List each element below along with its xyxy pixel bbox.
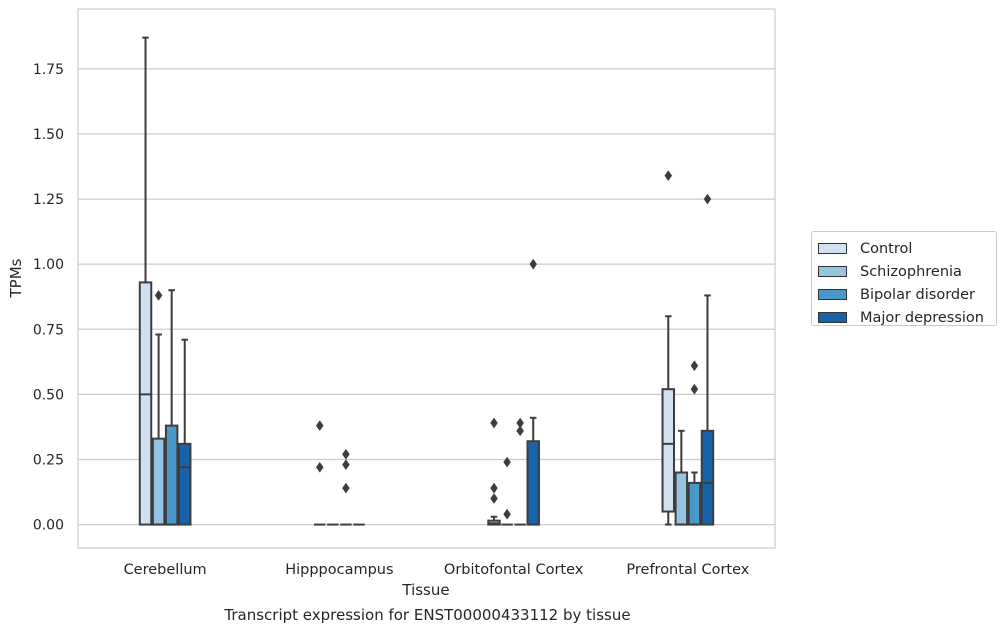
box-group xyxy=(674,429,689,526)
outlier-point xyxy=(690,360,699,372)
legend-item-bipolar: Bipolar disorder xyxy=(818,283,996,306)
outlier-point xyxy=(664,170,673,182)
box-group xyxy=(177,338,192,526)
legend-label: Major depression xyxy=(860,309,984,326)
x-tick-label: Orbitofontal Cortex xyxy=(444,562,584,578)
outlier-point xyxy=(315,461,324,473)
boxes xyxy=(138,36,715,526)
box-group xyxy=(164,289,179,526)
y-tick-label: 1.50 xyxy=(33,127,64,143)
outlier-point xyxy=(690,383,699,395)
box-group xyxy=(340,448,352,526)
x-tick-label: Cerebellum xyxy=(124,562,207,578)
x-tick-labels: Cerebellum Hipppocampus Orbitofontal Corte… xyxy=(124,562,750,578)
x-tick-label: Hipppocampus xyxy=(285,562,393,578)
legend-item-major-depression: Major depression xyxy=(818,306,996,329)
box-group xyxy=(138,36,153,526)
outlier-point xyxy=(516,425,524,437)
box xyxy=(674,471,689,526)
y-tick-label: 0.50 xyxy=(33,387,64,403)
x-axis-label: Tissue xyxy=(401,581,449,599)
box xyxy=(661,388,676,513)
box-group xyxy=(700,193,715,526)
legend-swatch-bipolar xyxy=(818,289,847,300)
y-tick-label: 0.75 xyxy=(33,322,64,338)
y-axis-label: TPMs xyxy=(7,258,25,298)
box-group xyxy=(687,360,702,526)
chart-caption: Transcript expression for ENST0000043311… xyxy=(224,606,631,624)
box-group xyxy=(487,417,501,526)
grid-lines xyxy=(78,68,775,526)
y-tick-label: 0.25 xyxy=(33,452,64,468)
outlier-point xyxy=(503,508,511,520)
box xyxy=(164,424,179,526)
legend-label: Bipolar disorder xyxy=(860,286,975,303)
plot-frame xyxy=(77,8,776,549)
legend-item-control: Control xyxy=(818,237,996,260)
box xyxy=(526,440,540,526)
outlier-point xyxy=(342,448,350,460)
outlier-point xyxy=(342,459,350,471)
box-group xyxy=(661,170,676,526)
box xyxy=(138,281,153,526)
y-tick-label: 0.00 xyxy=(33,518,64,534)
outlier-point xyxy=(503,456,511,468)
outlier-point xyxy=(490,482,498,494)
box-group xyxy=(526,258,540,526)
box-group xyxy=(514,417,526,526)
x-tick-label: Prefrontal Cortex xyxy=(626,562,749,578)
legend-item-schizophrenia: Schizophrenia xyxy=(818,260,996,283)
legend-swatch-schizophrenia xyxy=(818,266,847,277)
legend-swatch-control xyxy=(818,243,847,254)
outlier-point xyxy=(342,482,350,494)
outlier-point xyxy=(703,193,712,205)
outlier-point xyxy=(154,289,163,301)
outlier-point xyxy=(529,258,538,270)
box xyxy=(700,429,715,526)
legend-label: Control xyxy=(860,240,913,257)
y-tick-label: 1.25 xyxy=(33,192,64,208)
outlier-point xyxy=(315,420,324,432)
box-group xyxy=(314,420,326,526)
box xyxy=(687,481,702,526)
box xyxy=(151,437,166,526)
legend: Control Schizophrenia Bipolar disorder M… xyxy=(811,231,997,326)
outlier-point xyxy=(490,417,498,429)
outlier-point xyxy=(490,493,498,504)
box-group xyxy=(151,289,166,526)
y-tick-label: 1.75 xyxy=(33,62,64,78)
legend-swatch-major-depression xyxy=(818,312,847,323)
box xyxy=(177,442,192,526)
y-tick-label: 1.00 xyxy=(33,257,64,273)
y-tick-labels: 0.00 0.25 0.50 0.75 1.00 1.25 1.50 1.75 xyxy=(33,62,64,534)
legend-label: Schizophrenia xyxy=(860,263,962,280)
box-group xyxy=(501,456,513,526)
